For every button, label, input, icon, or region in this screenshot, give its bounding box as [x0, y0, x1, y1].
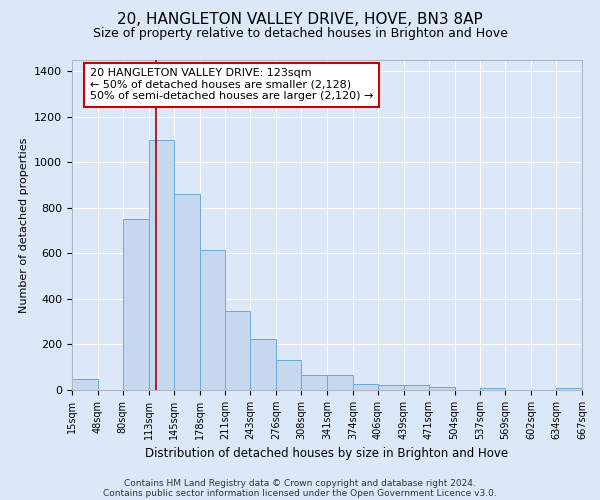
- Bar: [149, 140, 173, 390]
- Y-axis label: Number of detached properties: Number of detached properties: [19, 138, 29, 312]
- Bar: [276, 360, 301, 390]
- Bar: [199, 250, 226, 390]
- Bar: [353, 384, 378, 390]
- Bar: [378, 385, 404, 390]
- Text: 20, HANGLETON VALLEY DRIVE, HOVE, BN3 8AP: 20, HANGLETON VALLEY DRIVE, HOVE, BN3 8A…: [117, 12, 483, 28]
- Bar: [72, 378, 98, 390]
- Text: 20 HANGLETON VALLEY DRIVE: 123sqm
← 50% of detached houses are smaller (2,128)
5: 20 HANGLETON VALLEY DRIVE: 123sqm ← 50% …: [90, 68, 373, 102]
- Text: Contains HM Land Registry data © Crown copyright and database right 2024.: Contains HM Land Registry data © Crown c…: [124, 478, 476, 488]
- Bar: [404, 386, 428, 390]
- Bar: [327, 375, 353, 390]
- Bar: [173, 194, 199, 390]
- Text: Contains public sector information licensed under the Open Government Licence v3: Contains public sector information licen…: [103, 488, 497, 498]
- Bar: [123, 220, 149, 390]
- Bar: [481, 388, 505, 390]
- Bar: [428, 388, 455, 390]
- Bar: [301, 375, 327, 390]
- Bar: [556, 388, 582, 390]
- X-axis label: Distribution of detached houses by size in Brighton and Hove: Distribution of detached houses by size …: [145, 448, 509, 460]
- Bar: [226, 312, 250, 390]
- Text: Size of property relative to detached houses in Brighton and Hove: Size of property relative to detached ho…: [92, 28, 508, 40]
- Bar: [250, 339, 276, 390]
